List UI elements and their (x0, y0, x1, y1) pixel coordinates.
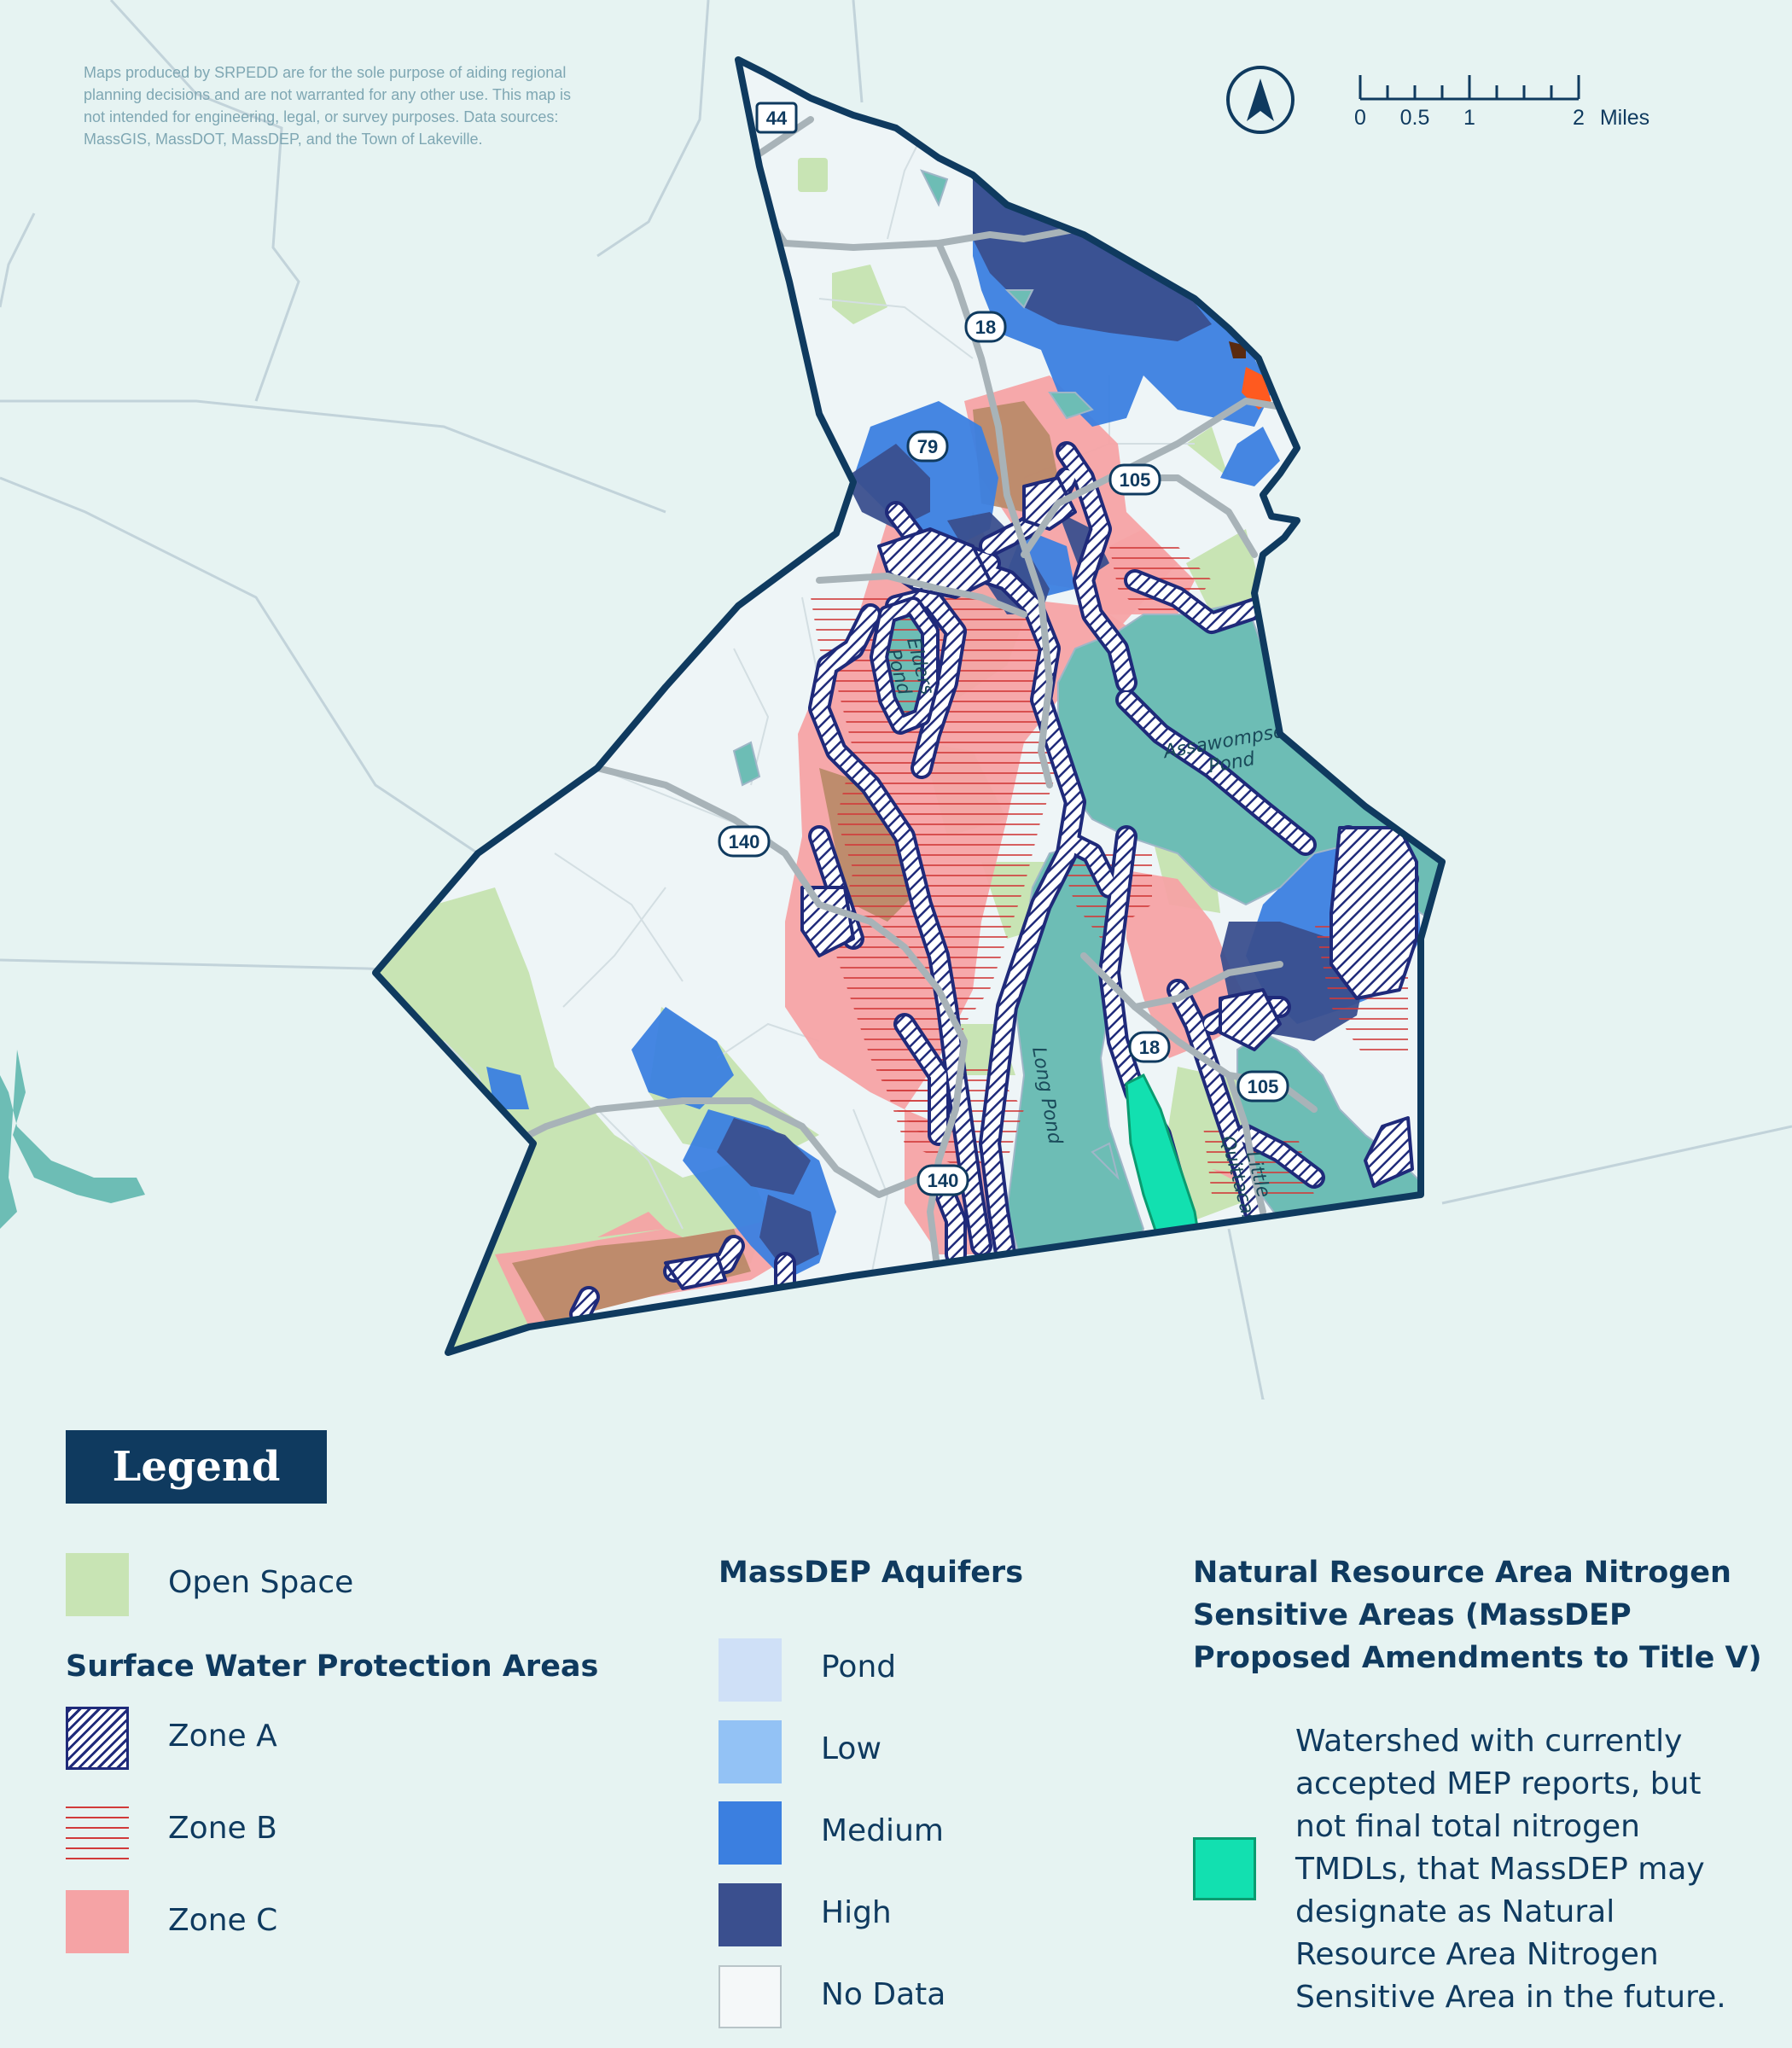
route-shield-44: 44 (755, 102, 798, 134)
aquifer-medium-label: Medium (821, 1813, 944, 1848)
scale-bar: 0 0.5 1 2 Miles (1354, 72, 1649, 140)
aquifer-no-data-swatch (719, 1965, 782, 2028)
zone-c-label: Zone C (168, 1903, 278, 1938)
zone-a-swatch (66, 1707, 129, 1770)
legend-title: Legend (66, 1430, 327, 1504)
aquifer-high-swatch (719, 1883, 782, 1946)
major-roads (526, 116, 1318, 1283)
zone-a-label: Zone A (168, 1719, 277, 1754)
route-shield-label: 140 (729, 831, 760, 852)
regional-boundaries (0, 0, 1792, 1399)
map-canvas[interactable]: EldersPond AssawompsetPond Long Pond Lit… (0, 0, 1792, 1399)
route-shield-79: 79 (906, 430, 949, 463)
nitrogen-description-line: TMDLs, that MassDEP may (1295, 1852, 1705, 1887)
aquifer-high-label: High (821, 1895, 892, 1930)
nitrogen-description-line: Sensitive Area in the future. (1295, 1980, 1726, 2015)
zone-c-swatch (66, 1890, 129, 1953)
route-shield-label: 140 (928, 1170, 959, 1191)
route-shields: 44 18 79 105 140 18 105 140 (718, 102, 1289, 1196)
route-shield-label: 18 (1139, 1037, 1160, 1058)
river-west (0, 1050, 145, 1229)
nitrogen-description: Watershed with currently accepted MEP re… (1295, 1720, 1726, 2019)
nitrogen-description-line: accepted MEP reports, but (1295, 1766, 1702, 1801)
local-roads (443, 102, 1195, 1281)
route-shield-18: 18 (964, 311, 1007, 343)
north-arrow-icon (1226, 66, 1295, 134)
surface-water-heading: Surface Water Protection Areas (66, 1649, 599, 1684)
zone-b-label: Zone B (168, 1811, 277, 1846)
nitrogen-description-line: not final total nitrogen (1295, 1809, 1640, 1844)
nitrogen-heading: Natural Resource Area Nitrogen Sensitive… (1193, 1551, 1762, 1679)
town-boundary (372, 56, 1446, 1356)
route-shield-140: 140 (916, 1164, 969, 1196)
scale-unit-label: Miles (1599, 106, 1650, 130)
aquifer-no-data-label: No Data (821, 1977, 946, 2012)
scale-tick-label: 0.5 (1399, 106, 1430, 130)
aquifer-pond-swatch (719, 1638, 782, 1702)
nitrogen-description-line: Watershed with currently (1295, 1724, 1683, 1759)
open-space-swatch (66, 1553, 129, 1616)
route-shield-label: 18 (975, 317, 996, 338)
route-shield-label: 79 (917, 436, 938, 457)
route-shield-105: 105 (1108, 463, 1161, 496)
open-space-label: Open Space (168, 1565, 354, 1600)
zone-a-areas (569, 441, 1419, 1325)
nitrogen-description-line: designate as Natural (1295, 1894, 1615, 1929)
elders-pond-label: EldersPond (881, 636, 938, 703)
scale-tick-label: 2 (1573, 106, 1585, 130)
route-shield-18: 18 (1128, 1031, 1171, 1063)
aquifer-low-swatch (719, 1720, 782, 1783)
route-shield-140: 140 (718, 825, 771, 858)
nitrogen-heading-line: Proposed Amendments to Title V) (1193, 1641, 1762, 1675)
aquifers-heading: MassDEP Aquifers (719, 1556, 1024, 1590)
aquifer-low-label: Low (821, 1731, 881, 1766)
scale-tick-label: 0 (1354, 106, 1366, 130)
route-shield-105: 105 (1236, 1070, 1289, 1103)
nitrogen-description-line: Resource Area Nitrogen (1295, 1937, 1659, 1972)
aquifer-medium-swatch (719, 1801, 782, 1865)
route-shield-label: 44 (766, 108, 788, 129)
nitrogen-heading-line: Sensitive Areas (MassDEP (1193, 1598, 1632, 1632)
zone-b-swatch (66, 1798, 129, 1861)
nitrogen-swatch (1193, 1837, 1256, 1900)
aquifer-pond-label: Pond (821, 1649, 897, 1684)
scale-tick-label: 1 (1463, 106, 1475, 130)
map-disclaimer: Maps produced by SRPEDD are for the sole… (84, 64, 571, 148)
nitrogen-heading-line: Natural Resource Area Nitrogen (1193, 1556, 1731, 1590)
route-shield-label: 105 (1248, 1076, 1279, 1097)
route-shield-label: 105 (1120, 469, 1151, 491)
